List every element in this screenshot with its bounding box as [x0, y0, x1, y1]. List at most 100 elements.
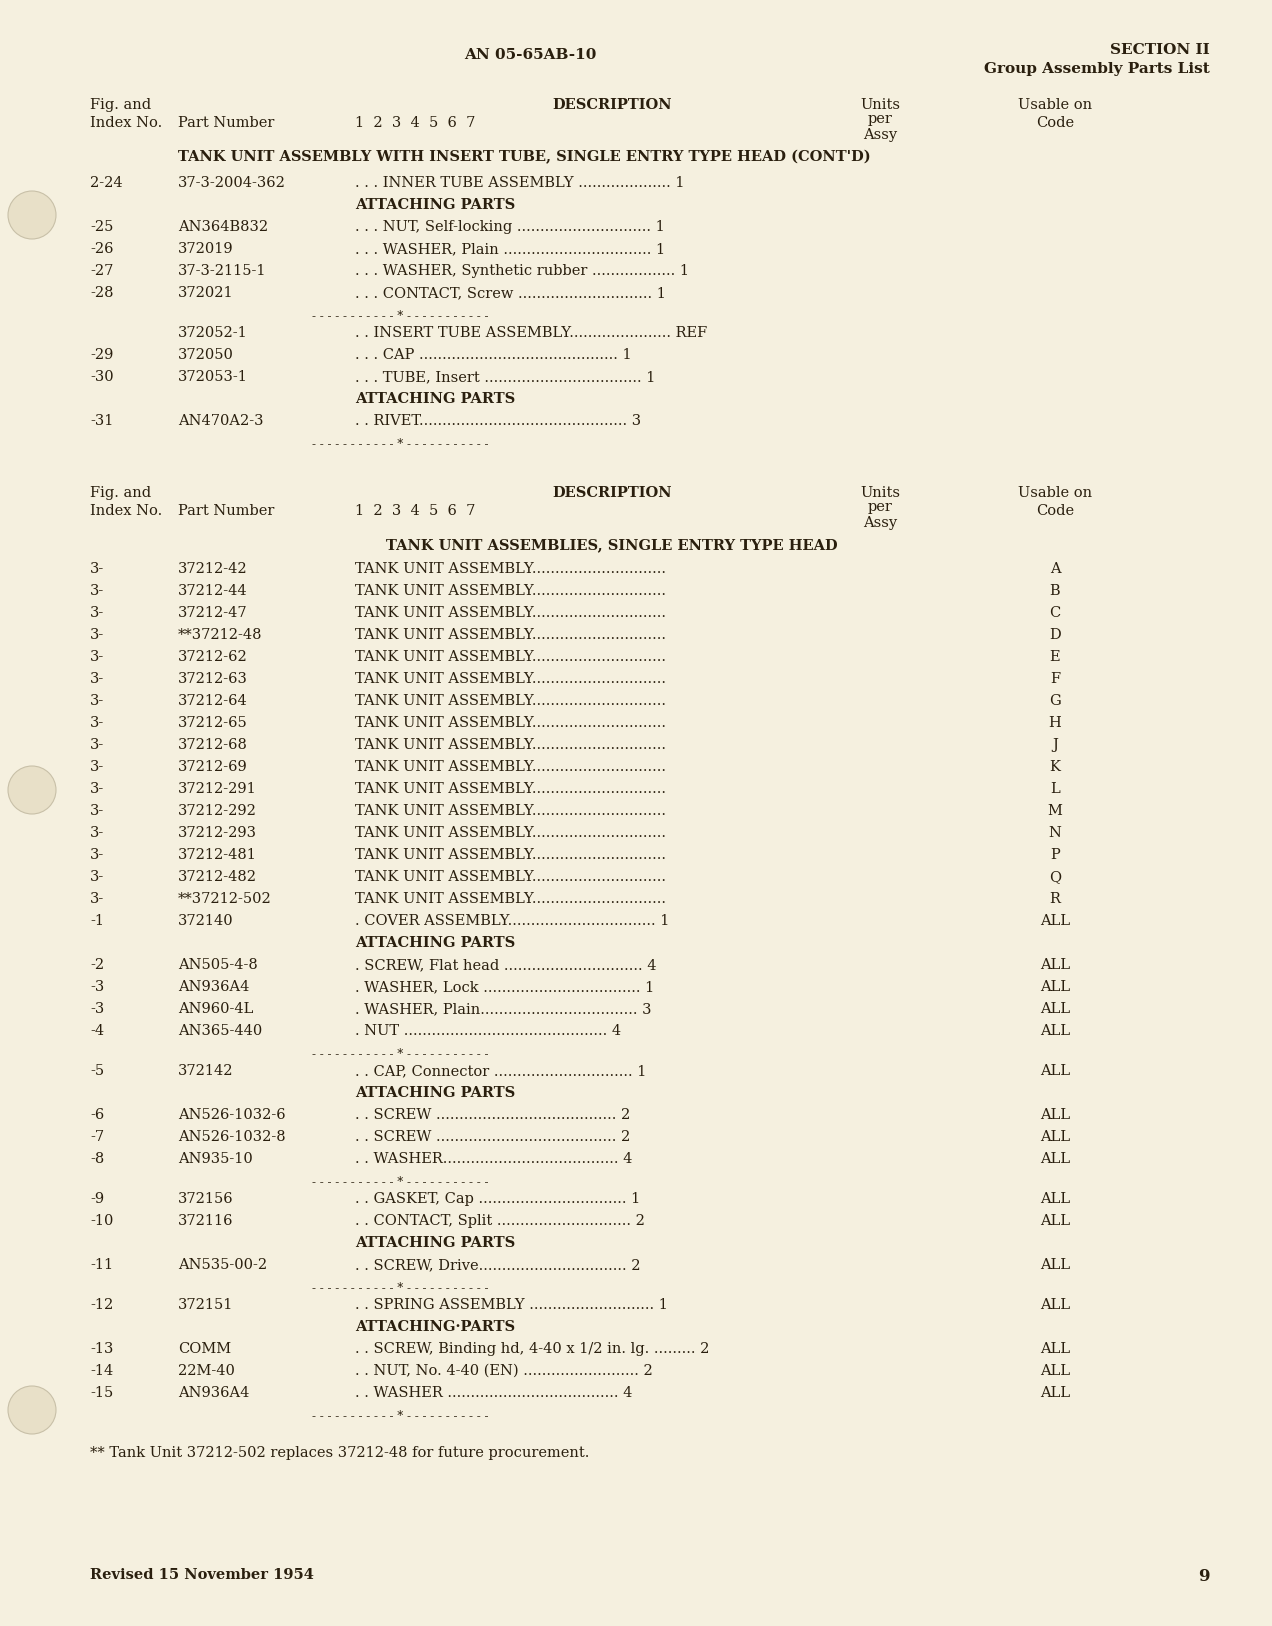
Text: 3-: 3- — [90, 606, 104, 620]
Text: -9: -9 — [90, 1192, 104, 1206]
Text: per: per — [868, 501, 893, 514]
Text: 3-: 3- — [90, 782, 104, 797]
Text: -14: -14 — [90, 1364, 113, 1377]
Text: ALL: ALL — [1040, 1024, 1070, 1037]
Text: 37-3-2115-1: 37-3-2115-1 — [178, 263, 267, 278]
Text: DESCRIPTION: DESCRIPTION — [552, 98, 672, 112]
Text: -6: -6 — [90, 1107, 104, 1122]
Text: Code: Code — [1035, 115, 1074, 130]
Text: ALL: ALL — [1040, 1107, 1070, 1122]
Text: . . RIVET............................................. 3: . . RIVET...............................… — [355, 415, 641, 428]
Text: - - - - - - - - - - - * - - - - - - - - - - -: - - - - - - - - - - - * - - - - - - - - … — [312, 1281, 488, 1294]
Text: AN505-4-8: AN505-4-8 — [178, 958, 258, 972]
Text: -29: -29 — [90, 348, 113, 363]
Text: -1: -1 — [90, 914, 104, 928]
Text: TANK UNIT ASSEMBLY.............................: TANK UNIT ASSEMBLY......................… — [355, 759, 667, 774]
Text: 22M-40: 22M-40 — [178, 1364, 235, 1377]
Text: B: B — [1049, 584, 1061, 598]
Text: . . . WASHER, Plain ................................ 1: . . . WASHER, Plain ....................… — [355, 242, 665, 255]
Text: -30: -30 — [90, 371, 113, 384]
Text: . . INSERT TUBE ASSEMBLY...................... REF: . . INSERT TUBE ASSEMBLY................… — [355, 325, 707, 340]
Text: 372021: 372021 — [178, 286, 234, 301]
Text: 3-: 3- — [90, 694, 104, 707]
Text: ALL: ALL — [1040, 1385, 1070, 1400]
Text: - - - - - - - - - - - * - - - - - - - - - - -: - - - - - - - - - - - * - - - - - - - - … — [312, 437, 488, 450]
Text: Group Assembly Parts List: Group Assembly Parts List — [985, 62, 1210, 76]
Text: -3: -3 — [90, 1002, 104, 1016]
Text: . . . INNER TUBE ASSEMBLY .................... 1: . . . INNER TUBE ASSEMBLY ..............… — [355, 176, 684, 190]
Text: 37212-69: 37212-69 — [178, 759, 248, 774]
Text: . . . CAP ........................................... 1: . . . CAP ..............................… — [355, 348, 632, 363]
Text: -28: -28 — [90, 286, 113, 301]
Text: 37212-47: 37212-47 — [178, 606, 248, 620]
Text: 3-: 3- — [90, 672, 104, 686]
Text: -31: -31 — [90, 415, 113, 428]
Text: Index No.: Index No. — [90, 115, 163, 130]
Text: AN470A2-3: AN470A2-3 — [178, 415, 263, 428]
Text: N: N — [1048, 826, 1061, 841]
Text: . NUT ............................................ 4: . NUT ..................................… — [355, 1024, 621, 1037]
Text: AN936A4: AN936A4 — [178, 980, 249, 993]
Text: -7: -7 — [90, 1130, 104, 1145]
Text: F: F — [1049, 672, 1060, 686]
Text: - - - - - - - - - - - * - - - - - - - - - - -: - - - - - - - - - - - * - - - - - - - - … — [312, 1047, 488, 1060]
Text: - - - - - - - - - - - * - - - - - - - - - - -: - - - - - - - - - - - * - - - - - - - - … — [312, 1176, 488, 1189]
Text: ATTACHING PARTS: ATTACHING PARTS — [355, 392, 515, 406]
Text: TANK UNIT ASSEMBLY.............................: TANK UNIT ASSEMBLY......................… — [355, 870, 667, 885]
Text: . . SCREW, Binding hd, 4-40 x 1/2 in. lg. ......... 2: . . SCREW, Binding hd, 4-40 x 1/2 in. lg… — [355, 1341, 710, 1356]
Text: AN364B832: AN364B832 — [178, 220, 268, 234]
Text: -26: -26 — [90, 242, 113, 255]
Text: 37-3-2004-362: 37-3-2004-362 — [178, 176, 286, 190]
Text: 9: 9 — [1198, 1567, 1210, 1585]
Text: 372140: 372140 — [178, 914, 234, 928]
Text: 37212-482: 37212-482 — [178, 870, 257, 885]
Text: Units: Units — [860, 98, 901, 112]
Text: E: E — [1049, 650, 1061, 663]
Text: C: C — [1049, 606, 1061, 620]
Text: SECTION II: SECTION II — [1110, 42, 1210, 57]
Text: -12: -12 — [90, 1298, 113, 1312]
Text: . . WASHER...................................... 4: . . WASHER..............................… — [355, 1151, 632, 1166]
Text: AN526-1032-6: AN526-1032-6 — [178, 1107, 286, 1122]
Text: D: D — [1049, 628, 1061, 642]
Text: ALL: ALL — [1040, 1215, 1070, 1228]
Text: -4: -4 — [90, 1024, 104, 1037]
Text: **37212-502: **37212-502 — [178, 893, 272, 906]
Text: TANK UNIT ASSEMBLY.............................: TANK UNIT ASSEMBLY......................… — [355, 782, 667, 797]
Text: 3-: 3- — [90, 803, 104, 818]
Text: 3-: 3- — [90, 715, 104, 730]
Text: . SCREW, Flat head .............................. 4: . SCREW, Flat head .....................… — [355, 958, 656, 972]
Text: TANK UNIT ASSEMBLY.............................: TANK UNIT ASSEMBLY......................… — [355, 803, 667, 818]
Text: TANK UNIT ASSEMBLY.............................: TANK UNIT ASSEMBLY......................… — [355, 893, 667, 906]
Text: 37212-65: 37212-65 — [178, 715, 248, 730]
Text: TANK UNIT ASSEMBLY.............................: TANK UNIT ASSEMBLY......................… — [355, 650, 667, 663]
Text: AN 05-65AB-10: AN 05-65AB-10 — [464, 49, 597, 62]
Text: TANK UNIT ASSEMBLIES, SINGLE ENTRY TYPE HEAD: TANK UNIT ASSEMBLIES, SINGLE ENTRY TYPE … — [387, 538, 838, 551]
Text: . . CONTACT, Split ............................. 2: . . CONTACT, Split .....................… — [355, 1215, 645, 1228]
Text: Assy: Assy — [862, 128, 897, 141]
Text: 37212-481: 37212-481 — [178, 849, 257, 862]
Text: AN936A4: AN936A4 — [178, 1385, 249, 1400]
Text: AN526-1032-8: AN526-1032-8 — [178, 1130, 286, 1145]
Text: Fig. and: Fig. and — [90, 98, 151, 112]
Text: AN935-10: AN935-10 — [178, 1151, 253, 1166]
Text: 3-: 3- — [90, 759, 104, 774]
Text: TANK UNIT ASSEMBLY.............................: TANK UNIT ASSEMBLY......................… — [355, 715, 667, 730]
Text: 372156: 372156 — [178, 1192, 234, 1206]
Text: ALL: ALL — [1040, 1192, 1070, 1206]
Text: 37212-42: 37212-42 — [178, 563, 248, 576]
Text: . . . NUT, Self-locking ............................. 1: . . . NUT, Self-locking ................… — [355, 220, 665, 234]
Text: 3-: 3- — [90, 563, 104, 576]
Text: Part Number: Part Number — [178, 504, 275, 519]
Text: 37212-62: 37212-62 — [178, 650, 248, 663]
Text: 37212-292: 37212-292 — [178, 803, 257, 818]
Text: . . SCREW, Drive................................ 2: . . SCREW, Drive........................… — [355, 1259, 641, 1272]
Text: 37212-64: 37212-64 — [178, 694, 248, 707]
Text: 372053-1: 372053-1 — [178, 371, 248, 384]
Circle shape — [8, 766, 56, 815]
Text: . WASHER, Lock .................................. 1: . WASHER, Lock .........................… — [355, 980, 654, 993]
Circle shape — [8, 190, 56, 239]
Text: 1  2  3  4  5  6  7: 1 2 3 4 5 6 7 — [355, 115, 476, 130]
Text: AN535-00-2: AN535-00-2 — [178, 1259, 267, 1272]
Text: Q: Q — [1049, 870, 1061, 885]
